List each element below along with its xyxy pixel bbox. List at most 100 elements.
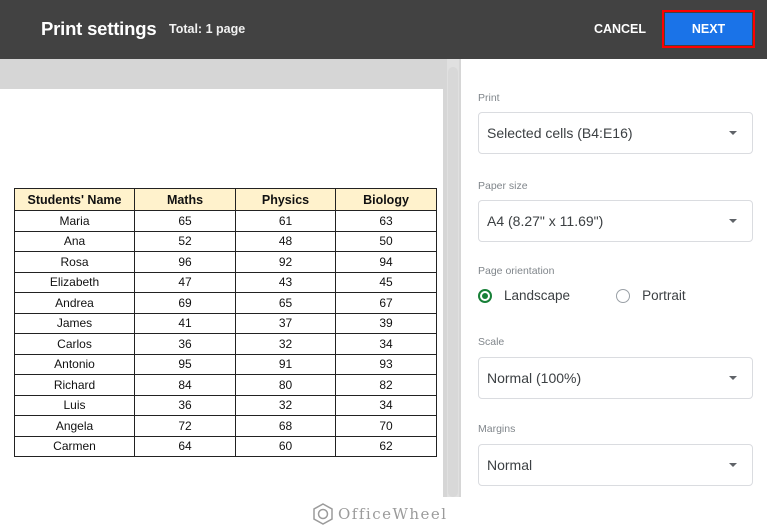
- table-cell: 61: [235, 210, 336, 232]
- column-header: Physics: [235, 188, 336, 211]
- table-cell: Antonio: [14, 353, 135, 375]
- table-cell: Richard: [14, 374, 135, 396]
- table-cell: James: [14, 312, 135, 334]
- column-header: Biology: [335, 188, 437, 211]
- table-cell: 84: [134, 374, 236, 396]
- dropdown-arrow-icon: [729, 463, 737, 467]
- table-cell: 82: [335, 374, 437, 396]
- table-cell: 52: [134, 230, 236, 252]
- next-button[interactable]: NEXT: [665, 13, 752, 45]
- table-cell: 60: [235, 435, 336, 457]
- table-cell: 80: [235, 374, 336, 396]
- next-highlight-outline: [662, 10, 755, 48]
- table-cell: 41: [134, 312, 236, 334]
- table-cell: Carlos: [14, 333, 135, 355]
- radio-unselected-icon[interactable]: [616, 288, 631, 303]
- column-header: Maths: [134, 188, 236, 211]
- table-row: Luis 36 32 34: [14, 394, 437, 416]
- column-header: Students' Name: [14, 188, 135, 211]
- table-cell: 72: [134, 415, 236, 437]
- table-cell: Luis: [14, 394, 135, 416]
- orientation-landscape-option[interactable]: Landscape: [478, 288, 570, 303]
- table-cell: 63: [335, 210, 437, 232]
- table-cell: 70: [335, 415, 437, 437]
- print-label: Print: [478, 92, 500, 104]
- settings-panel: Print Selected cells (B4:E16) Paper size…: [461, 59, 767, 497]
- table-cell: 95: [134, 353, 236, 375]
- table-cell: 34: [335, 394, 437, 416]
- table-cell: 45: [335, 271, 437, 293]
- table-cell: 93: [335, 353, 437, 375]
- page-orientation-label: Page orientation: [478, 265, 555, 277]
- table-row: James 41 37 39: [14, 312, 437, 334]
- preview-scrollbar-thumb[interactable]: [448, 67, 458, 497]
- table-cell: 36: [134, 394, 236, 416]
- orientation-radio-group: Landscape Portrait: [478, 288, 686, 303]
- table-cell: 94: [335, 251, 437, 273]
- table-row: Maria 65 61 63: [14, 210, 437, 232]
- scale-select[interactable]: Normal (100%): [478, 357, 753, 399]
- table-cell: Angela: [14, 415, 135, 437]
- table-row: Richard 84 80 82: [14, 374, 437, 396]
- margins-select[interactable]: Normal: [478, 444, 753, 486]
- print-range-select[interactable]: Selected cells (B4:E16): [478, 112, 753, 154]
- landscape-label: Landscape: [504, 288, 571, 303]
- cancel-button[interactable]: CANCEL: [593, 22, 647, 36]
- table-cell: 39: [335, 312, 437, 334]
- table-cell: Ana: [14, 230, 135, 252]
- dropdown-arrow-icon: [729, 131, 737, 135]
- table-cell: 43: [235, 271, 336, 293]
- table-cell: 96: [134, 251, 236, 273]
- page-count: Total: 1 page: [169, 22, 246, 36]
- table-row: Angela 72 68 70: [14, 415, 437, 437]
- scale-value: Normal (100%): [487, 370, 582, 386]
- radio-selected-icon[interactable]: [478, 288, 492, 303]
- table-cell: Carmen: [14, 435, 135, 457]
- table-cell: 65: [235, 292, 336, 314]
- margins-label: Margins: [478, 423, 516, 435]
- orientation-portrait-option[interactable]: Portrait: [616, 288, 686, 303]
- table-cell: 48: [235, 230, 336, 252]
- paper-size-label: Paper size: [478, 180, 528, 192]
- table-cell: 32: [235, 333, 336, 355]
- watermark: OfficeWheel: [312, 503, 448, 525]
- table-cell: 69: [134, 292, 236, 314]
- page-title: Print settings: [41, 18, 157, 39]
- table-cell: 64: [134, 435, 236, 457]
- table-cell: 68: [235, 415, 336, 437]
- table-row: Carmen 64 60 62: [14, 435, 437, 457]
- table-cell: 67: [335, 292, 437, 314]
- table-cell: Elizabeth: [14, 271, 135, 293]
- table-row: Andrea 69 65 67: [14, 292, 437, 314]
- preview-table: Students' Name Maths Physics Biology Mar…: [14, 188, 437, 457]
- table-cell: 50: [335, 230, 437, 252]
- dropdown-arrow-icon: [729, 376, 737, 380]
- table-row: Carlos 36 32 34: [14, 333, 437, 355]
- table-cell: 92: [235, 251, 336, 273]
- table-cell: 62: [335, 435, 437, 457]
- table-row: Rosa 96 92 94: [14, 251, 437, 273]
- portrait-label: Portrait: [642, 288, 686, 303]
- table-cell: Maria: [14, 210, 135, 232]
- table-header-row: Students' Name Maths Physics Biology: [14, 188, 437, 211]
- table-cell: Rosa: [14, 251, 135, 273]
- officewheel-logo-icon: [313, 503, 333, 525]
- watermark-text: OfficeWheel: [338, 505, 448, 523]
- table-cell: 37: [235, 312, 336, 334]
- scale-label: Scale: [478, 336, 505, 348]
- table-cell: 34: [335, 333, 437, 355]
- paper-size-select[interactable]: A4 (8.27" x 11.69"): [478, 200, 753, 242]
- print-preview: Students' Name Maths Physics Biology Mar…: [0, 59, 461, 525]
- table-cell: Andrea: [14, 292, 135, 314]
- margins-value: Normal: [487, 457, 533, 473]
- print-range-value: Selected cells (B4:E16): [487, 125, 633, 141]
- table-cell: 47: [134, 271, 236, 293]
- table-cell: 36: [134, 333, 236, 355]
- table-cell: 32: [235, 394, 336, 416]
- dropdown-arrow-icon: [729, 219, 737, 223]
- preview-page: Students' Name Maths Physics Biology Mar…: [0, 89, 443, 497]
- paper-size-value: A4 (8.27" x 11.69"): [487, 213, 604, 229]
- table-row: Elizabeth 47 43 45: [14, 271, 437, 293]
- table-cell: 91: [235, 353, 336, 375]
- header-bar: Print settings Total: 1 page CANCEL NEXT: [0, 0, 767, 59]
